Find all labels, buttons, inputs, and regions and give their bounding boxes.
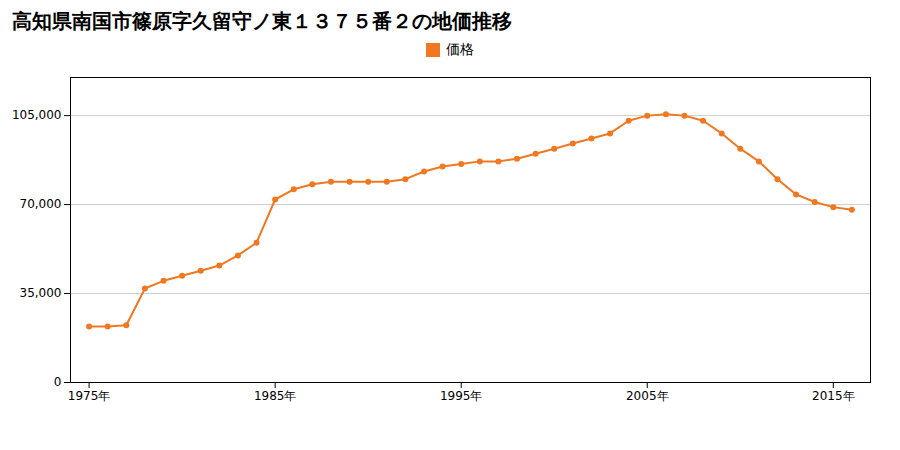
svg-text:1995年: 1995年 bbox=[440, 389, 483, 403]
svg-text:2005年: 2005年 bbox=[626, 389, 669, 403]
svg-text:1985年: 1985年 bbox=[254, 389, 297, 403]
svg-text:2015年: 2015年 bbox=[812, 389, 855, 403]
html-text:価格: 価格 bbox=[446, 41, 474, 57]
svg-text:70,000: 70,000 bbox=[20, 197, 62, 211]
svg-text:1975年: 1975年 bbox=[68, 389, 111, 403]
html-text:高知県南国市篠原字久留守ノ東１３７５番２の地価推移: 高知県南国市篠原字久留守ノ東１３７５番２の地価推移 bbox=[12, 9, 512, 33]
svg-text:0: 0 bbox=[54, 375, 62, 389]
svg-text:35,000: 35,000 bbox=[20, 286, 62, 300]
svg-text:105,000: 105,000 bbox=[12, 108, 62, 122]
